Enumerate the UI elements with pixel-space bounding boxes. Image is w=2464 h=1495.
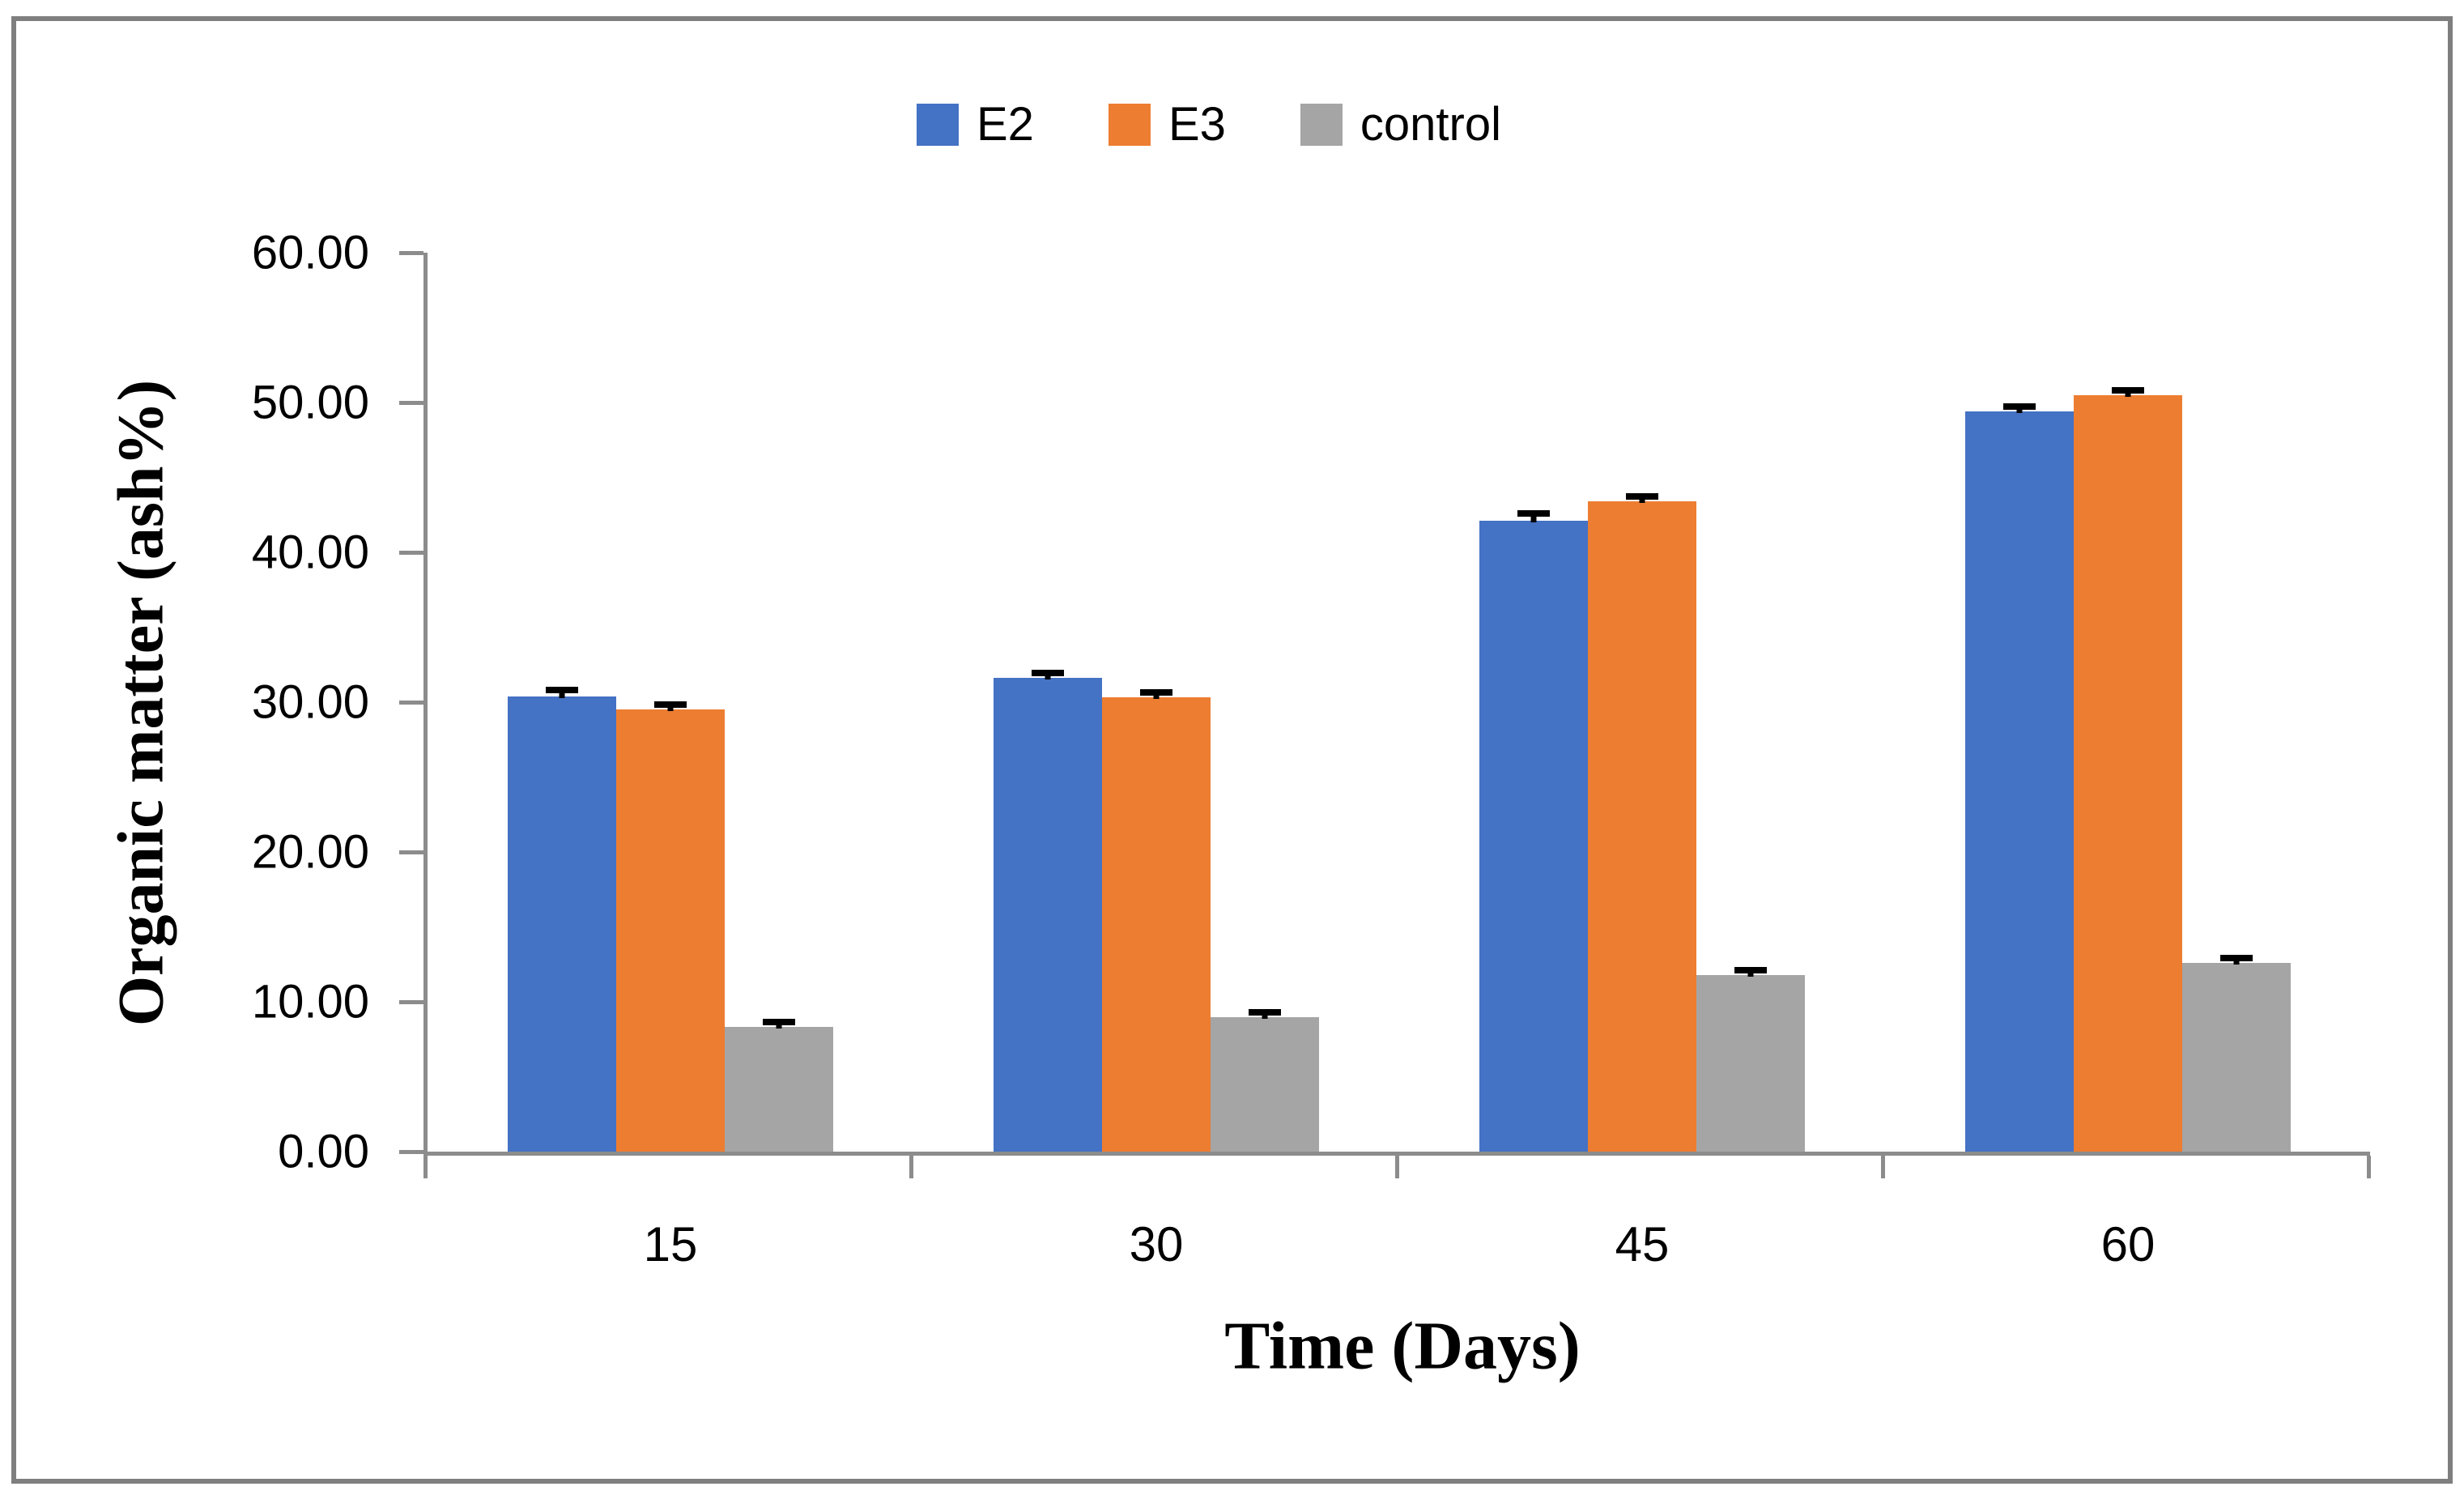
error-bar-cap [1032,670,1064,677]
legend-label: control [1360,98,1501,151]
error-bar-cap [1140,689,1172,696]
error-bar-whisker [1639,496,1645,504]
bar-group-30 [913,253,1399,1152]
bar-control-30 [1211,1008,1319,1152]
y-tick-mark [399,850,423,854]
y-tick-mark [399,401,423,405]
legend-label: E2 [977,98,1034,151]
bar-E2-30 [994,670,1102,1152]
error-bar-cap [2003,402,2036,410]
error-bar-cap [1249,1008,1281,1016]
plot-area [428,253,2371,1152]
y-tick-mark [399,251,423,255]
x-tick-mark [2367,1156,2371,1178]
bar-E3-45 [1588,492,1696,1152]
y-tick-mark [399,1150,423,1154]
x-category-label-15: 15 [643,1217,698,1271]
y-axis-title: Organic matter (ash%) [105,379,177,1027]
bar-E2-45 [1479,509,1588,1152]
error-bar-whisker [1530,513,1537,523]
bar-E3-60 [2074,386,2182,1152]
y-tick-label: 40.00 [251,526,369,579]
bar-control-15 [725,1019,833,1152]
legend: E2 E3 control [917,99,1501,151]
bar-E2-60 [1965,402,2074,1152]
x-category-label-60: 60 [2100,1217,2155,1271]
error-bar-whisker [559,690,565,698]
error-bar-cap [2112,386,2144,394]
x-category-label-45: 45 [1615,1217,1670,1271]
error-bar-whisker [1045,673,1051,680]
error-bar-cap [654,701,687,709]
bar-control-60 [2182,954,2291,1152]
legend-swatch-icon [1300,104,1343,146]
legend-swatch-icon [1108,104,1151,146]
y-tick-label: 0.00 [278,1125,369,1178]
x-axis-line [423,1152,2370,1156]
bar-control-45 [1696,966,1805,1152]
legend-swatch-icon [917,104,959,146]
y-tick-label: 50.00 [251,376,369,429]
y-tick-label: 30.00 [251,675,369,729]
error-bar-whisker [2233,957,2240,965]
y-tick-mark [399,551,423,555]
chart-figure: E2 E3 control Organic matter (ash%) 15 30 45… [11,16,2453,1484]
x-tick-mark [423,1156,428,1178]
x-tick-mark [1395,1156,1399,1178]
bar-group-15 [428,253,913,1152]
error-bar-whisker [667,705,674,712]
error-bar-whisker [2016,406,2023,414]
error-bar-cap [763,1019,795,1026]
error-bar-cap [1734,966,1767,973]
error-bar-cap [1517,509,1550,517]
error-bar-whisker [1262,1012,1268,1019]
error-bar-whisker [776,1022,782,1029]
x-tick-mark [909,1156,913,1178]
y-tick-label: 20.00 [251,825,369,879]
legend-label: E3 [1168,98,1226,151]
x-category-label-30: 30 [1129,1217,1184,1271]
x-axis-title: Time (Days) [1224,1308,1581,1384]
error-bar-whisker [2125,390,2131,397]
x-tick-mark [1881,1156,1885,1178]
legend-item-E3: E3 [1108,98,1226,151]
y-tick-label: 60.00 [251,226,369,279]
error-bar-cap [1626,492,1658,500]
legend-item-E2: E2 [917,98,1034,151]
y-tick-mark [399,701,423,705]
y-axis-line [423,253,428,1176]
bar-E2-15 [508,687,616,1152]
legend-item-control: control [1300,98,1501,151]
y-tick-label: 10.00 [251,975,369,1029]
y-tick-mark [399,1000,423,1004]
bar-E3-30 [1102,689,1211,1152]
error-bar-cap [546,687,578,694]
bar-group-60 [1885,253,2371,1152]
error-bar-cap [2220,954,2253,961]
bar-group-45 [1399,253,1885,1152]
error-bar-whisker [1153,692,1160,700]
bar-E3-15 [616,701,725,1152]
error-bar-whisker [1747,969,1754,977]
